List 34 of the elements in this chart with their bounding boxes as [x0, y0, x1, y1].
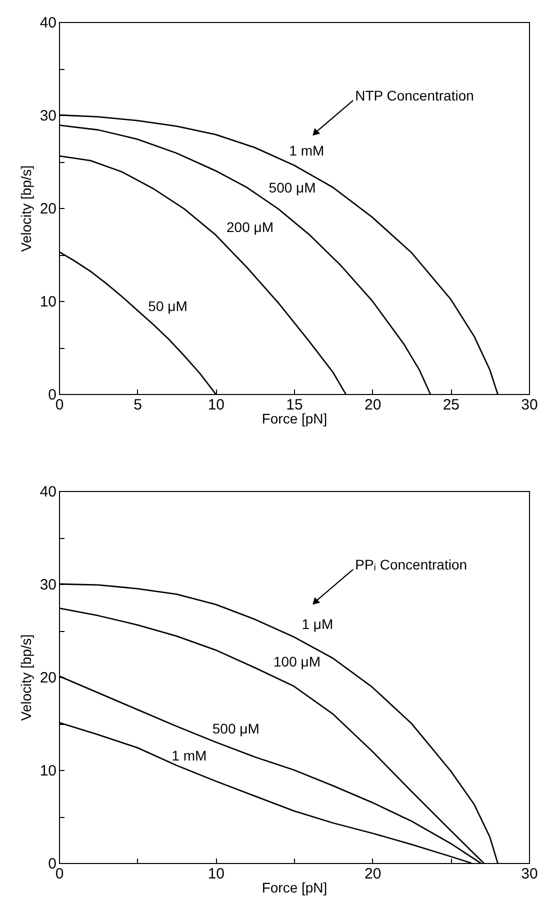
y-axis-title: Velocity [bp/s]: [18, 634, 34, 721]
x-tick-label: 10: [208, 396, 225, 414]
x-tick-label: 30: [521, 866, 538, 882]
annotation: PPᵢ Concentration: [355, 556, 468, 572]
x-tick-label: 5: [134, 396, 142, 414]
y-tick-label: 40: [40, 484, 56, 500]
y-tick-label: 10: [40, 294, 56, 310]
y-tick-label: 30: [40, 576, 56, 594]
x-tick-label: 20: [364, 866, 382, 882]
x-tick-label: 15: [286, 396, 303, 414]
annotation: 500 μM: [268, 180, 316, 196]
x-tick-label: 25: [442, 396, 460, 414]
annotation: 1 mM: [172, 747, 207, 764]
line-series: [59, 155, 346, 394]
x-axis-title: Force [pN]: [262, 410, 328, 426]
y-axis-title: Velocity [bp/s]: [18, 165, 34, 252]
y-tick-label: 10: [40, 762, 56, 780]
annotation: 1 mM: [289, 142, 324, 158]
annotation: NTP Concentration: [355, 87, 474, 104]
line-series: [59, 114, 498, 394]
y-tick-label: 20: [40, 670, 56, 686]
line-series: [59, 124, 431, 394]
x-tick-label: 10: [208, 866, 225, 882]
annotation: 50 μM: [148, 298, 188, 314]
y-tick-label: 40: [40, 14, 56, 32]
x-tick-label: 30: [521, 396, 538, 414]
annotation: 100 μM: [274, 653, 320, 670]
x-tick-label: 20: [364, 396, 382, 414]
x-axis-title: Force [pN]: [262, 880, 328, 896]
y-tick-label: 20: [40, 200, 56, 218]
annotation: 1 μM: [302, 616, 334, 632]
annotation: 500 μM: [212, 720, 260, 736]
y-tick-label: 30: [40, 108, 56, 124]
annotation: 200 μM: [226, 218, 274, 235]
